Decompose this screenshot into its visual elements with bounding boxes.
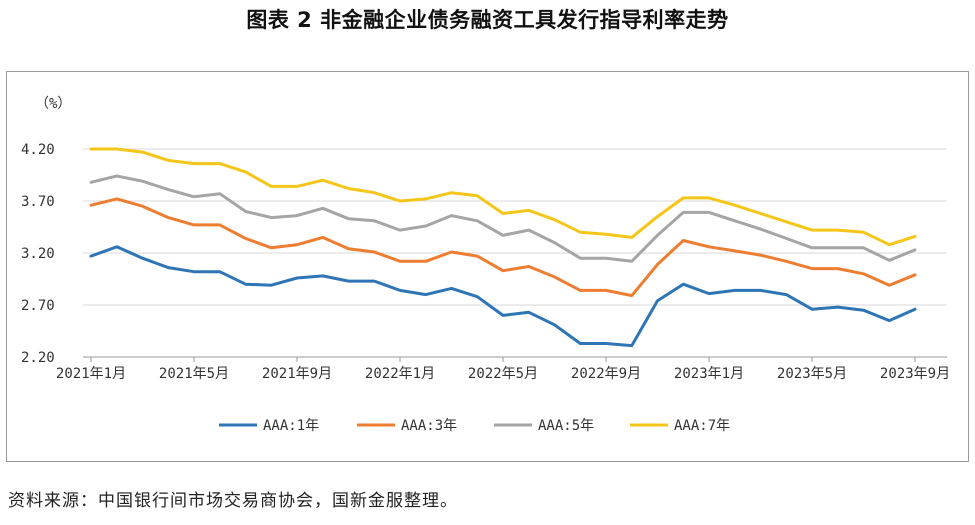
series-lines xyxy=(89,147,917,348)
series-line-4 xyxy=(89,147,917,247)
x-tick-label: 2023年5月 xyxy=(777,366,847,382)
y-tick-label: 2.20 xyxy=(21,350,55,366)
series-line-1 xyxy=(89,245,917,348)
x-tick-label: 2021年5月 xyxy=(159,366,229,382)
chart-frame: （%） 2.20 2.70 3.20 3.70 4.20 2021年1月 2021年5月 20… xyxy=(6,71,969,462)
x-tick-label: 2021年1月 xyxy=(56,366,126,382)
series-line-2 xyxy=(89,197,917,298)
legend-item: AAA:7年 xyxy=(630,418,730,434)
x-tick-label: 2022年5月 xyxy=(468,366,538,382)
axes: （%） 2.20 2.70 3.20 3.70 4.20 2021年1月 2021年5月 20… xyxy=(21,96,950,382)
y-tick-label: 2.70 xyxy=(21,298,55,314)
legend: AAA:1年 AAA:3年 AAA:5年 AAA:7年 xyxy=(219,418,730,434)
y-tick-label: 3.70 xyxy=(21,194,55,210)
legend-label: AAA:7年 xyxy=(674,418,730,434)
y-axis-unit-label: （%） xyxy=(35,96,71,112)
x-tick-label: 2022年9月 xyxy=(571,366,641,382)
gridlines xyxy=(83,148,947,358)
legend-item: AAA:1年 xyxy=(219,418,319,434)
page-title: 图表 2 非金融企业债务融资工具发行指导利率走势 xyxy=(246,8,729,32)
legend-label: AAA:3年 xyxy=(401,418,457,434)
y-tick-label: 4.20 xyxy=(21,142,55,158)
series-line-3 xyxy=(89,174,917,263)
x-tick-label: 2023年9月 xyxy=(880,366,950,382)
legend-label: AAA:1年 xyxy=(263,418,319,434)
x-tick-label: 2021年9月 xyxy=(262,366,332,382)
source-note: 资料来源：中国银行间市场交易商协会，国新金服整理。 xyxy=(8,491,458,511)
legend-item: AAA:5年 xyxy=(494,418,594,434)
legend-label: AAA:5年 xyxy=(538,418,594,434)
x-tick-label: 2022年1月 xyxy=(365,366,435,382)
line-chart: （%） 2.20 2.70 3.20 3.70 4.20 2021年1月 2021年5月 20… xyxy=(21,96,950,434)
x-tick-label: 2023年1月 xyxy=(674,366,744,382)
y-tick-label: 3.20 xyxy=(21,246,55,262)
legend-item: AAA:3年 xyxy=(357,418,457,434)
